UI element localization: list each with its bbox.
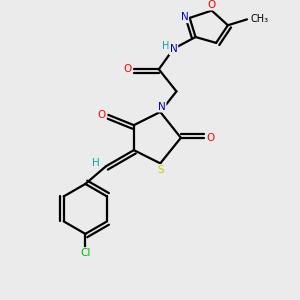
Text: S: S (158, 165, 164, 175)
Text: O: O (123, 64, 131, 74)
Text: O: O (98, 110, 106, 120)
Text: H: H (162, 41, 169, 51)
Text: N: N (158, 102, 166, 112)
Text: N: N (169, 44, 177, 54)
Text: O: O (206, 133, 214, 143)
Text: Cl: Cl (80, 248, 91, 258)
Text: O: O (208, 0, 216, 10)
Text: N: N (181, 12, 188, 22)
Text: CH₃: CH₃ (250, 14, 268, 24)
Text: H: H (92, 158, 100, 168)
